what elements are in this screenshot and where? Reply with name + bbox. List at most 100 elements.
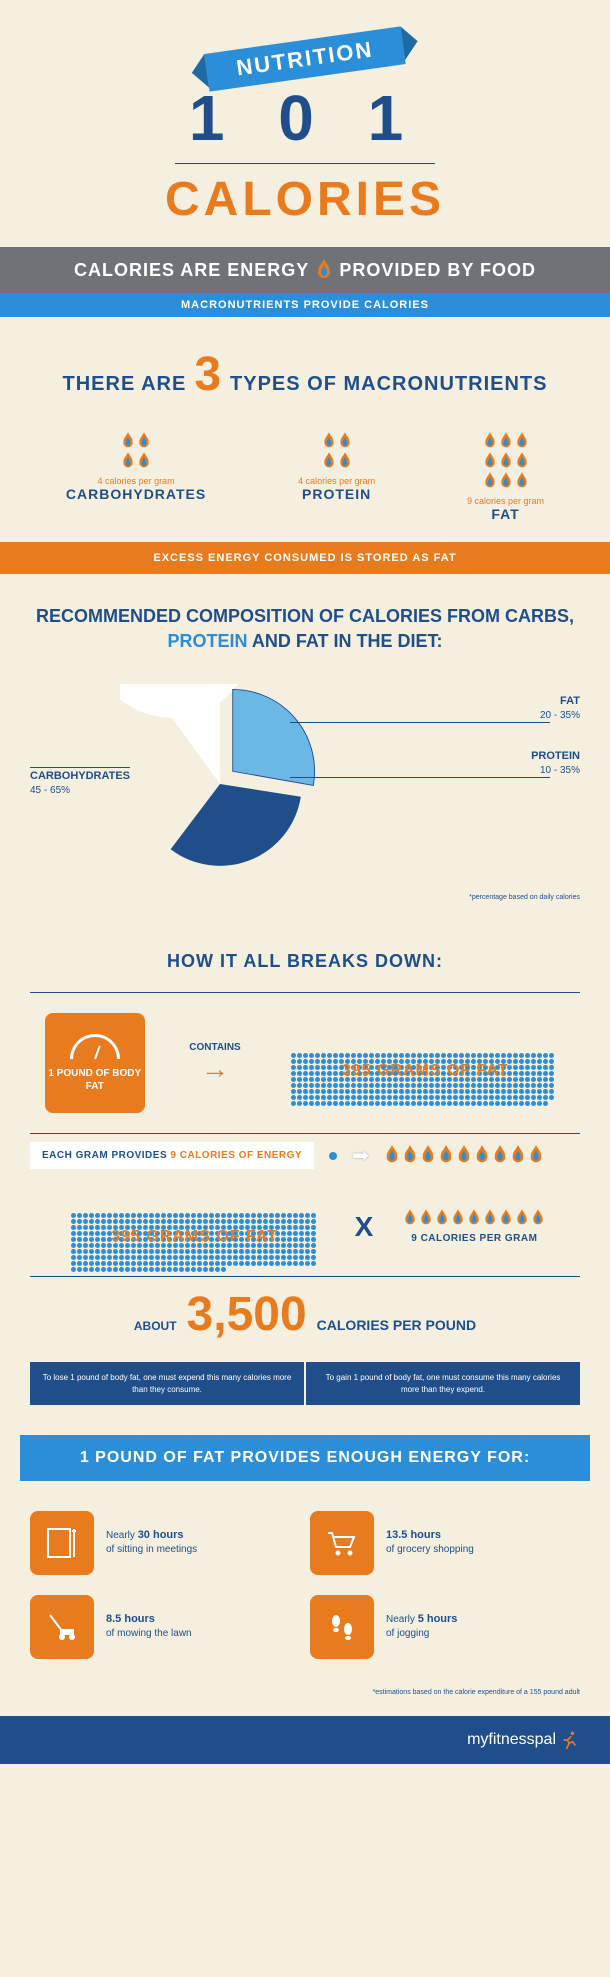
nine-cal-box: 9 CALORIES PER GRAM (403, 1209, 545, 1244)
dot (125, 1249, 130, 1254)
flame-icon (456, 1145, 472, 1165)
dot (489, 1101, 494, 1106)
dot (345, 1083, 350, 1088)
dot (351, 1089, 356, 1094)
pie-line-fat (290, 722, 550, 723)
dot (299, 1249, 304, 1254)
pie-title-fat: FAT (296, 631, 329, 651)
dot (119, 1219, 124, 1224)
dot (245, 1261, 250, 1266)
dot (77, 1267, 82, 1272)
pie-slice-fat-group (233, 690, 315, 786)
dot (239, 1255, 244, 1260)
dot (293, 1255, 298, 1260)
energy-strip-pre: EACH GRAM PROVIDES (42, 1150, 170, 1161)
dot (357, 1053, 362, 1058)
scale-icon (70, 1034, 120, 1059)
dot (173, 1249, 178, 1254)
flame-icon (322, 432, 336, 450)
pie-slice-fat (233, 690, 315, 786)
dot (239, 1261, 244, 1266)
dot (399, 1101, 404, 1106)
dot (513, 1053, 518, 1058)
flame-icon (474, 1145, 490, 1165)
dot (191, 1267, 196, 1272)
dot (287, 1213, 292, 1218)
pie-chart (120, 684, 320, 884)
dot (299, 1255, 304, 1260)
dot (453, 1089, 458, 1094)
dot (333, 1083, 338, 1088)
dot (203, 1213, 208, 1218)
dot (221, 1255, 226, 1260)
dot (227, 1261, 232, 1266)
dot (483, 1083, 488, 1088)
result-num: 3,500 (187, 1287, 307, 1342)
dot (549, 1053, 554, 1058)
dot (269, 1213, 274, 1218)
dot (227, 1213, 232, 1218)
dot (495, 1095, 500, 1100)
dot (525, 1083, 530, 1088)
dot (513, 1095, 518, 1100)
dot (513, 1083, 518, 1088)
macro-title-left: THERE ARE (63, 373, 187, 396)
flame-icon (483, 452, 497, 470)
dot (531, 1095, 536, 1100)
dot (339, 1083, 344, 1088)
dot (447, 1053, 452, 1058)
dot (291, 1083, 296, 1088)
dot (107, 1219, 112, 1224)
dot (269, 1255, 274, 1260)
dot (399, 1083, 404, 1088)
dot (519, 1101, 524, 1106)
dot (429, 1089, 434, 1094)
dot (465, 1083, 470, 1088)
energy-for-title: 1 POUND OF FAT PROVIDES ENOUGH ENERGY FO… (20, 1435, 590, 1481)
dot (197, 1261, 202, 1266)
dot (143, 1213, 148, 1218)
activity-text: 8.5 hoursof mowing the lawn (106, 1612, 192, 1641)
dot (531, 1083, 536, 1088)
dot (507, 1053, 512, 1058)
dot (477, 1053, 482, 1058)
dot (423, 1083, 428, 1088)
dot (125, 1261, 130, 1266)
flame-icon (420, 1145, 436, 1165)
dot (387, 1095, 392, 1100)
dot (363, 1053, 368, 1058)
dot (405, 1101, 410, 1106)
dot (101, 1261, 106, 1266)
dot (369, 1095, 374, 1100)
dot (321, 1083, 326, 1088)
dot (293, 1219, 298, 1224)
dot (303, 1083, 308, 1088)
dot (233, 1219, 238, 1224)
flame-icon (322, 452, 336, 470)
dot (501, 1089, 506, 1094)
tip-gain: To gain 1 pound of body fat, one must co… (306, 1362, 580, 1404)
dot (113, 1261, 118, 1266)
dot (483, 1089, 488, 1094)
breakdown-title: HOW IT ALL BREAKS DOWN: (0, 921, 610, 992)
dot (125, 1255, 130, 1260)
dot (537, 1083, 542, 1088)
dot (71, 1261, 76, 1266)
dot (77, 1219, 82, 1224)
dot (411, 1053, 416, 1058)
dot (149, 1219, 154, 1224)
dot (477, 1089, 482, 1094)
dot (459, 1101, 464, 1106)
dot (405, 1083, 410, 1088)
dot (525, 1053, 530, 1058)
dot (197, 1213, 202, 1218)
fat-grams-label: 395 GRAMS OF FAT (285, 1062, 565, 1080)
flame-icon (137, 452, 151, 470)
dot (495, 1083, 500, 1088)
dot (203, 1255, 208, 1260)
divider (175, 163, 435, 164)
macro-cpg: 4 calories per gram (66, 476, 206, 486)
dot (297, 1089, 302, 1094)
dot (375, 1089, 380, 1094)
dot (311, 1249, 316, 1254)
